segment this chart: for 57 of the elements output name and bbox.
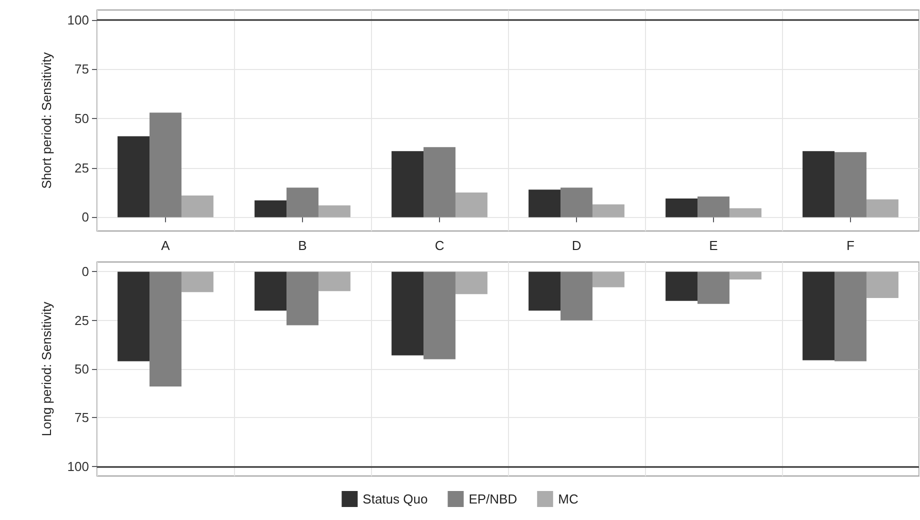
legend-label: MC <box>558 492 578 506</box>
y-tick-label: 75 <box>74 62 89 77</box>
y-tick-label: 100 <box>67 12 89 28</box>
bar <box>698 196 730 218</box>
bar <box>286 188 318 218</box>
bar <box>181 272 214 292</box>
y-tick-label: 50 <box>74 111 89 126</box>
bar <box>286 272 318 326</box>
y-tick-label: 25 <box>74 160 89 176</box>
bar <box>254 200 287 218</box>
y-tick-label: 0 <box>82 264 89 280</box>
bar <box>118 136 150 218</box>
x-tick-label: B <box>298 238 307 253</box>
bar <box>455 272 488 294</box>
bar <box>150 112 182 218</box>
bar <box>392 151 424 218</box>
bar <box>181 195 214 218</box>
bar <box>834 272 866 362</box>
bar <box>318 272 350 292</box>
x-tick-label: A <box>161 238 170 253</box>
bar <box>592 204 624 218</box>
bar <box>866 272 898 298</box>
y-axis-title: Long period: Sensitivity <box>39 301 54 436</box>
x-tick-label: E <box>709 238 718 253</box>
bar <box>666 272 698 301</box>
bar <box>666 198 698 218</box>
bar <box>424 147 456 218</box>
bar <box>392 272 424 356</box>
y-tick-label: 50 <box>74 362 89 376</box>
bar <box>528 190 561 218</box>
bar <box>729 208 762 218</box>
bar <box>802 151 835 218</box>
bar <box>866 199 898 218</box>
x-tick-label: F <box>846 238 855 253</box>
bar <box>150 272 182 387</box>
bar <box>698 272 730 304</box>
legend-label: Status Quo <box>362 492 428 506</box>
bar <box>592 272 624 288</box>
legend-label: EP/NBD <box>468 492 518 506</box>
bar <box>560 272 592 320</box>
y-tick-label: 100 <box>67 458 89 474</box>
bar <box>254 272 287 311</box>
bar <box>118 272 150 362</box>
bar <box>834 152 866 218</box>
y-tick-label: 75 <box>74 410 89 426</box>
bar <box>560 188 592 218</box>
bar <box>424 272 456 360</box>
x-tick-label: C <box>434 238 444 253</box>
x-tick-label: D <box>572 238 582 253</box>
bar <box>528 272 561 311</box>
y-tick-label: 25 <box>74 312 89 328</box>
y-axis-title: Short period: Sensitivity <box>39 52 54 189</box>
bar <box>802 272 835 360</box>
bar <box>729 272 762 280</box>
bar <box>455 192 488 218</box>
bar <box>318 205 350 218</box>
y-tick-label: 0 <box>82 210 89 225</box>
